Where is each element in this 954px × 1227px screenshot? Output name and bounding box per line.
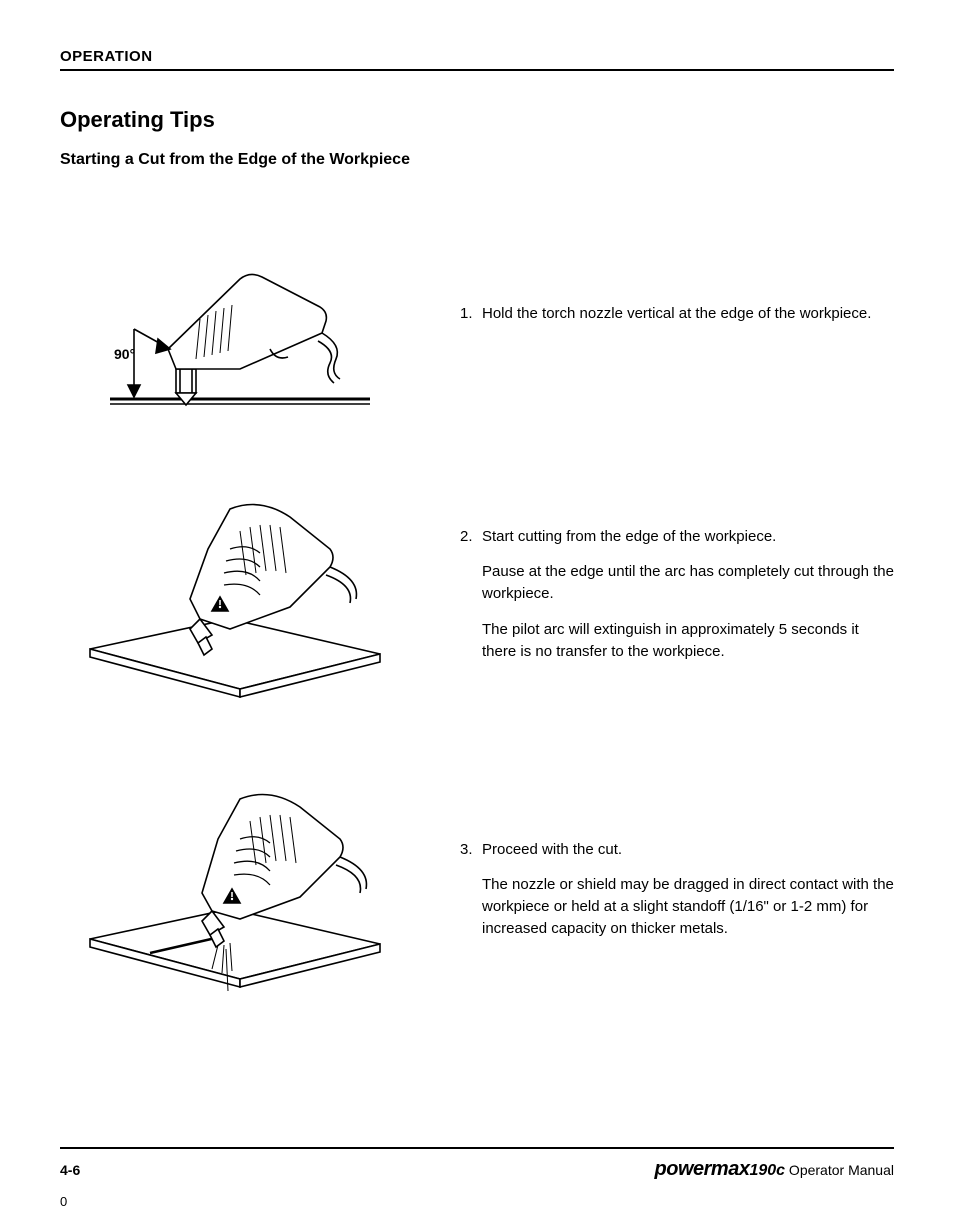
step-2-row: 2. Start cutting from the edge of the wo… xyxy=(60,479,894,709)
step-1-number: 1. xyxy=(460,303,482,325)
step-1-illustration: 90° xyxy=(60,209,420,419)
step-3-illustration xyxy=(60,769,420,1009)
step-2-para-2: Pause at the edge until the arc has comp… xyxy=(482,561,894,605)
step-3-text: 3. Proceed with the cut. The nozzle or s… xyxy=(420,839,894,940)
angle-label: 90° xyxy=(114,346,135,362)
step-3-para-2: The nozzle or shield may be dragged in d… xyxy=(482,874,894,939)
corner-page-index: 0 xyxy=(60,1194,67,1209)
section-header: OPERATION xyxy=(60,48,894,65)
step-3-row: 3. Proceed with the cut. The nozzle or s… xyxy=(60,769,894,1009)
step-2-para-1: Start cutting from the edge of the workp… xyxy=(482,526,894,548)
footer-right: powermax190c Operator Manual xyxy=(655,1158,894,1181)
step-1-para-1: Hold the torch nozzle vertical at the ed… xyxy=(482,303,871,325)
step-1-text: 1. Hold the torch nozzle vertical at the… xyxy=(420,303,894,325)
step-3-number: 3. xyxy=(460,839,482,940)
footer-manual-label: Operator Manual xyxy=(785,1162,894,1178)
footer-page-number: 4-6 xyxy=(60,1162,80,1178)
footer-brand: powermax xyxy=(655,1158,750,1180)
step-2-para-3: The pilot arc will extinguish in approxi… xyxy=(482,619,894,663)
footer-model: 190c xyxy=(749,1162,785,1179)
torch-proceed-cut-icon xyxy=(80,769,400,1009)
torch-edge-start-icon xyxy=(80,479,400,709)
step-3-para-1: Proceed with the cut. xyxy=(482,839,894,861)
page-title: Operating Tips xyxy=(60,107,894,133)
page-subtitle: Starting a Cut from the Edge of the Work… xyxy=(60,151,894,169)
step-1-row: 90° 1. Hold the torch nozzle vertical at… xyxy=(60,209,894,419)
footer-rule xyxy=(60,1147,894,1149)
footer: 4-6 powermax190c Operator Manual xyxy=(60,1158,894,1181)
step-2-number: 2. xyxy=(460,526,482,663)
header-rule-section: OPERATION xyxy=(60,48,894,71)
torch-vertical-icon: 90° xyxy=(90,209,390,419)
step-2-illustration xyxy=(60,479,420,709)
step-2-text: 2. Start cutting from the edge of the wo… xyxy=(420,526,894,663)
